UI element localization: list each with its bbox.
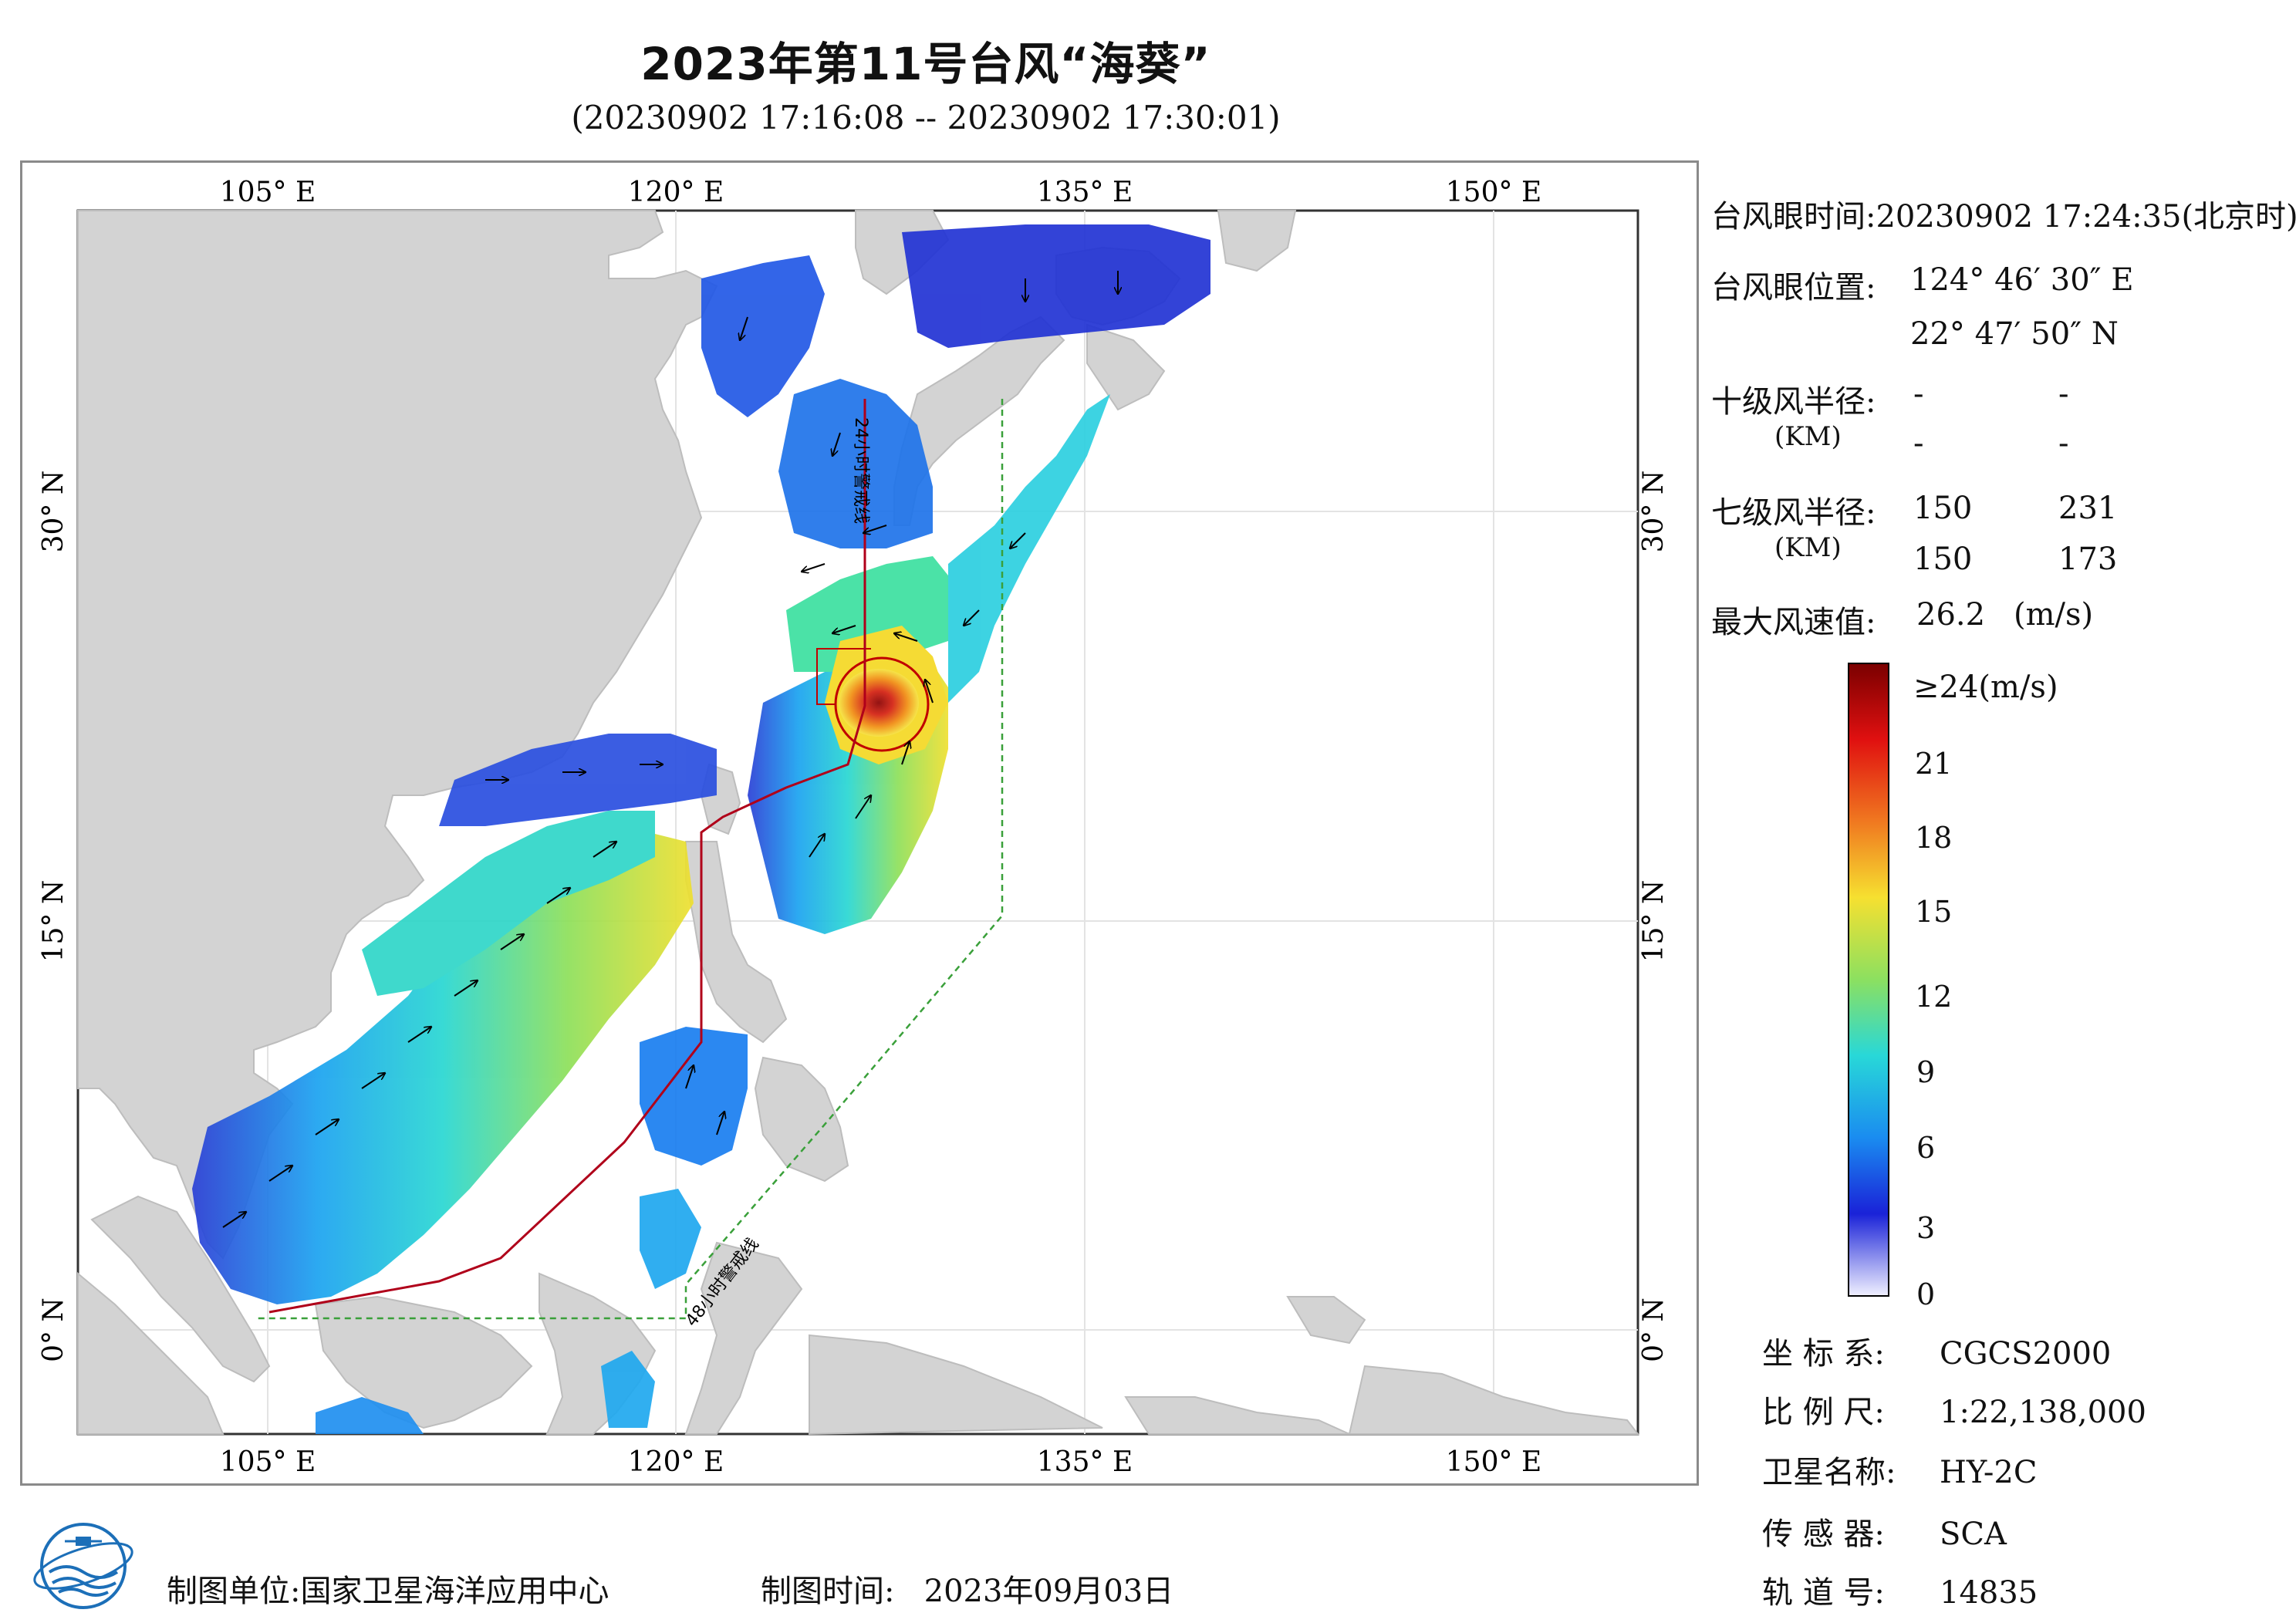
footer-time-label: 制图时间:: [761, 1574, 895, 1609]
scale-label: 比 例 尺:: [1762, 1395, 1885, 1430]
r7-value-3: 150: [1913, 542, 1973, 577]
orbit-row: 轨 道 号: 14835: [1762, 1567, 2038, 1612]
satellite-row: 卫星名称: HY-2C: [1762, 1447, 2037, 1492]
colorbar-tick-0: 0: [1916, 1277, 1936, 1311]
lon-tick-105-bottom: 105° E: [220, 1446, 316, 1478]
lon-tick-135-bottom: 135° E: [1037, 1446, 1133, 1478]
satellite-label: 卫星名称:: [1762, 1455, 1896, 1490]
lat-tick-15-left: 15° N: [38, 880, 69, 963]
r7-value-1: 150: [1913, 491, 1973, 526]
r7-value-4: 173: [2058, 542, 2118, 577]
lat-tick-15-right: 15° N: [1638, 880, 1670, 963]
lat-tick-0-right: 0° N: [1638, 1297, 1670, 1362]
sensor-label: 传 感 器:: [1762, 1517, 1885, 1552]
colorbar-tick-6: 6: [1916, 1131, 1936, 1165]
sensor-value: SCA: [1940, 1517, 2007, 1552]
wind-arrows: [222, 271, 1118, 1228]
lon-ticks-bottom: 105° E 120° E 135° E 150° E: [220, 1446, 1541, 1478]
typhoon-track-marker: [816, 648, 871, 705]
orbit-label: 轨 道 号:: [1762, 1575, 1885, 1611]
coord-value: CGCS2000: [1940, 1336, 2112, 1372]
colorbar-tick-3: 3: [1916, 1211, 1936, 1245]
r10-value-4: -: [2058, 426, 2069, 461]
eye-time-label: 台风眼时间:: [1711, 199, 1876, 235]
scale-row: 比 例 尺: 1:22,138,000: [1762, 1387, 2146, 1432]
r10-value-1: -: [1913, 376, 1924, 412]
orbit-value: 14835: [1940, 1575, 2038, 1611]
warning-24h-label: 24小时警戒线: [851, 417, 870, 524]
colorbar: [1848, 663, 1889, 1297]
map-frame: 24小时警戒线 48小时警戒线 105° E 120° E 135° E 150…: [20, 160, 1699, 1486]
lat-tick-30-left: 30° N: [38, 471, 69, 553]
eye-lat: 22° 47′ 50″ N: [1910, 316, 2119, 352]
vmax-label: 最大风速值:: [1711, 605, 1876, 640]
eye-pos-label: 台风眼位置:: [1711, 270, 1876, 305]
lat-tick-30-right: 30° N: [1638, 471, 1670, 553]
r7-unit: (KM): [1774, 532, 1842, 563]
colorbar-tick-12: 12: [1915, 980, 1953, 1014]
r10-value-3: -: [1913, 426, 1924, 461]
eye-time-row: 台风眼时间:20230902 17:24:35(北京时): [1711, 191, 2296, 236]
vmax-value: 26.2: [1916, 597, 1986, 633]
map-subtitle: (20230902 17:16:08 -- 20230902 17:30:01): [571, 99, 1281, 137]
footer-unit-value: 国家卫星海洋应用中心: [300, 1574, 609, 1609]
nsoas-logo: [33, 1523, 133, 1609]
colorbar-tick-9: 9: [1916, 1055, 1936, 1089]
r10-unit: (KM): [1774, 421, 1842, 452]
r7-label: 七级风半径:: [1711, 495, 1876, 531]
colorbar-tick-21: 21: [1915, 747, 1953, 781]
footer-unit-label: 制图单位:: [167, 1574, 301, 1609]
wind-field-map: 24小时警戒线 48小时警戒线 105° E 120° E 135° E 150…: [38, 177, 1670, 1478]
footer-time: 制图时间: 2023年09月03日: [761, 1566, 1173, 1611]
warning-line-24h: [268, 399, 866, 1314]
vmax-unit: (m/s): [2014, 597, 2094, 633]
colorbar-tick-15: 15: [1915, 895, 1953, 929]
footer-time-value: 2023年09月03日: [923, 1574, 1174, 1609]
lat-ticks-left: 30° N 15° N 0° N: [38, 471, 69, 1362]
satellite-value: HY-2C: [1940, 1455, 2038, 1490]
coord-label: 坐 标 系:: [1762, 1336, 1885, 1372]
eye-time-value: 20230902 17:24:35(北京时): [1876, 199, 2296, 235]
eye-lon: 124° 46′ 30″ E: [1910, 262, 2134, 298]
lon-ticks-top: 105° E 120° E 135° E 150° E: [220, 177, 1541, 208]
r10-label: 十级风半径:: [1711, 384, 1876, 420]
lon-tick-120-bottom: 120° E: [628, 1446, 724, 1478]
footer-unit: 制图单位:国家卫星海洋应用中心: [167, 1566, 609, 1611]
scale-value: 1:22,138,000: [1940, 1395, 2146, 1430]
lon-tick-120-top: 120° E: [628, 177, 724, 208]
land: [77, 210, 1640, 1436]
colorbar-top-label: ≥24(m/s): [1913, 670, 2058, 705]
lat-ticks-right: 30° N 15° N 0° N: [1638, 471, 1670, 1362]
lon-tick-135-top: 135° E: [1037, 177, 1133, 208]
colorbar-tick-18: 18: [1915, 821, 1953, 855]
lon-tick-105-top: 105° E: [220, 177, 316, 208]
lon-tick-150-top: 150° E: [1446, 177, 1541, 208]
wind-swaths: [192, 224, 1210, 1434]
lon-tick-150-bottom: 150° E: [1446, 1446, 1541, 1478]
sensor-row: 传 感 器: SCA: [1762, 1509, 2007, 1554]
lat-tick-0-left: 0° N: [38, 1297, 69, 1362]
map-title: 2023年第11号台风“海葵”: [640, 38, 1211, 90]
r7-value-2: 231: [2058, 491, 2118, 526]
r10-value-2: -: [2058, 376, 2069, 412]
coord-row: 坐 标 系: CGCS2000: [1762, 1328, 2111, 1373]
